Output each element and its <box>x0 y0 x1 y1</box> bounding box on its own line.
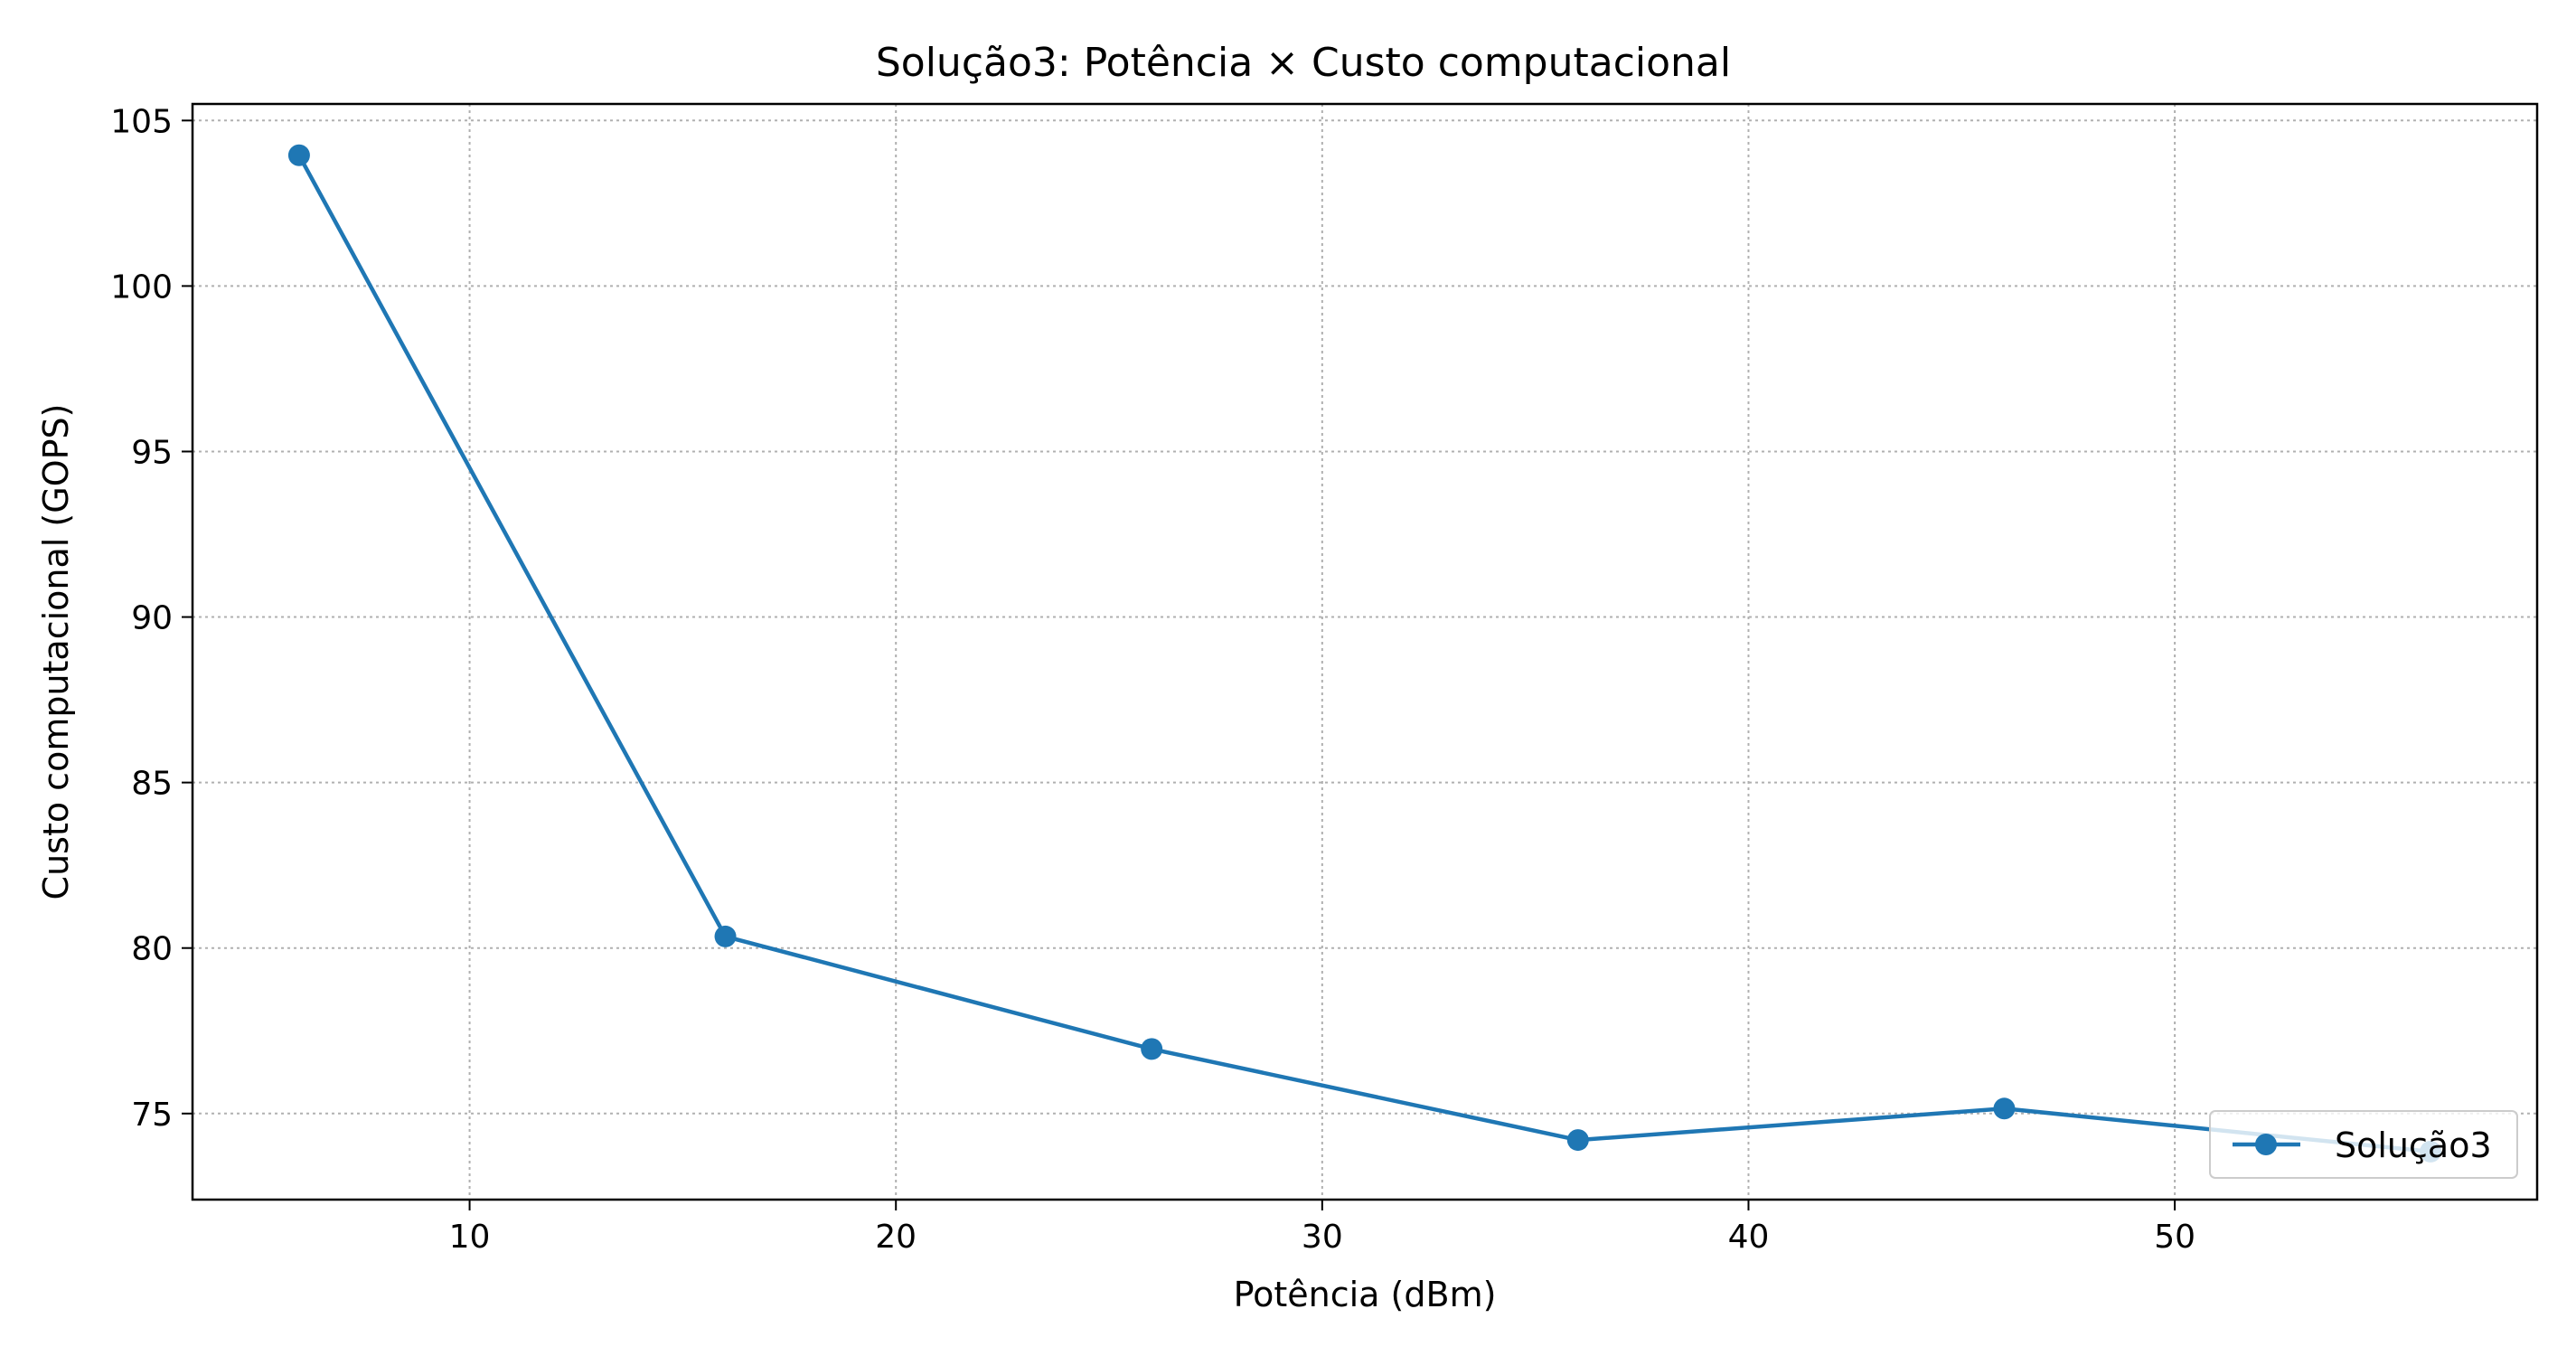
x-axis-label: Potência (dBm) <box>1234 1275 1497 1314</box>
data-point <box>1993 1097 2016 1120</box>
x-tick-label: 40 <box>1728 1219 1770 1256</box>
series-line <box>296 154 2431 1154</box>
data-point <box>287 144 310 166</box>
data-point <box>1141 1038 1163 1060</box>
plot-area-frame <box>191 102 2539 1201</box>
y-tick-label: 85 <box>131 766 173 803</box>
y-tick-label: 100 <box>110 268 173 306</box>
grid <box>193 104 2537 1200</box>
legend-label: Solução3 <box>2335 1125 2492 1165</box>
y-tick-label: 80 <box>131 931 173 968</box>
x-tick-label: 10 <box>449 1219 491 1256</box>
x-tick-label: 30 <box>1302 1219 1343 1256</box>
y-tick-label: 105 <box>110 103 173 140</box>
y-tick-label: 90 <box>131 600 173 637</box>
legend: Solução3 <box>2209 1110 2518 1179</box>
legend-marker-swatch <box>2255 1134 2277 1155</box>
data-point <box>714 925 737 947</box>
legend-frame <box>2209 1110 2518 1179</box>
y-axis-label: Custo computacional (GOPS) <box>36 404 76 900</box>
axes: 10 20 30 40 50 75 80 85 90 95 100 105 <box>110 103 2195 1256</box>
x-tick-label: 50 <box>2154 1219 2195 1256</box>
x-tick-label: 20 <box>875 1219 917 1256</box>
data-point <box>1566 1129 1589 1152</box>
chart-title: Solução3: Potência × Custo computacional <box>876 40 1731 86</box>
y-tick-label: 75 <box>131 1097 173 1134</box>
y-tick-label: 95 <box>131 434 173 471</box>
